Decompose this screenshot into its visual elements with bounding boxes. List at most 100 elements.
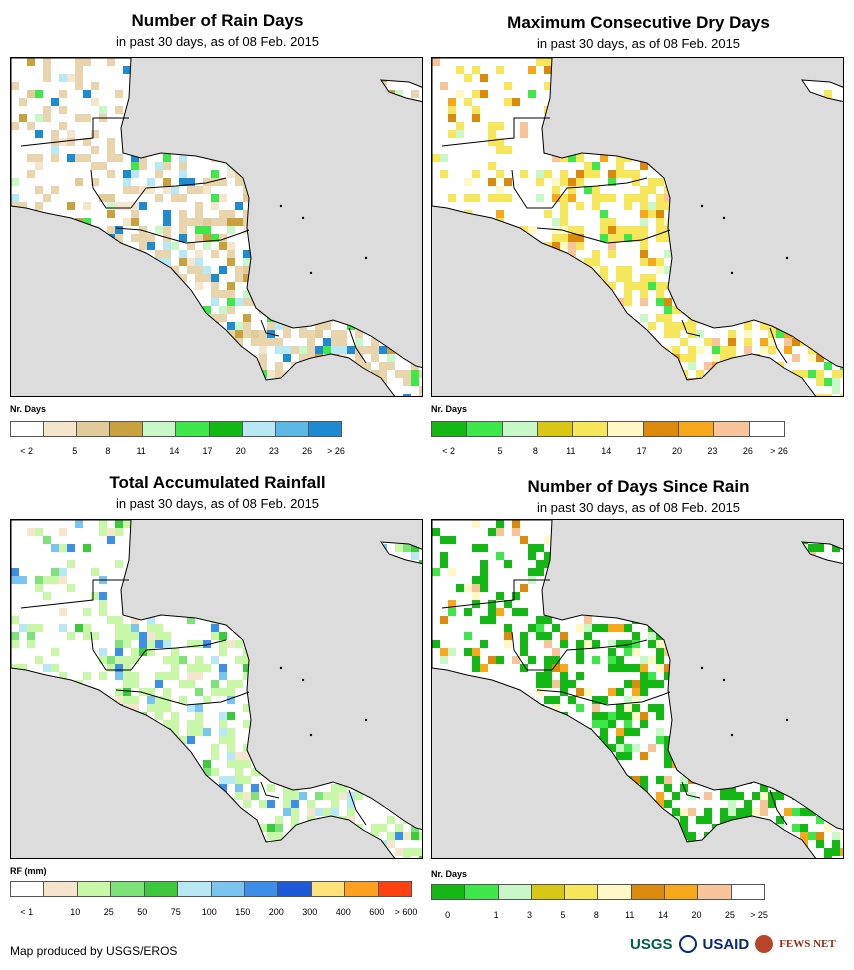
legend-tick-label: 14 [169,446,180,456]
panel-total-rainfall: Total Accumulated Rainfall in past 30 da… [0,465,427,930]
country-border [551,639,648,671]
island [309,271,313,275]
map-canvas [11,58,422,396]
legend-tick-label: 14 [601,446,612,456]
map-credit: Map produced by USGS/EROS [10,944,178,958]
country-border [185,229,250,244]
island [364,256,368,260]
country-border [115,689,187,706]
legend-tick-label: 8 [105,446,111,456]
country-border [551,177,648,209]
country-border [20,579,129,609]
country-border [348,327,367,364]
legend-tick-label: 20 [235,446,246,456]
legend-swatch [44,882,78,896]
map-rain-days [10,57,423,397]
legend-swatch [502,422,538,436]
legend-ticks: < 2 5 8 11 14 17 20 23 26 > 26 [10,446,345,458]
legend-swatch [11,422,45,436]
country-border [769,789,788,826]
logo-strip: USGS USAID FEWS NET [630,931,845,957]
country-border [441,117,550,147]
legend-tick-label: 5 [560,910,566,920]
island [785,718,789,722]
legend-swatch [631,885,666,899]
legend-tick-label: 8 [532,446,538,456]
legend-swatch [714,422,750,436]
coastline [11,520,422,858]
legend-swatch [308,422,341,436]
country-border [90,169,131,209]
legend-swatch [110,422,144,436]
usaid-logo: USAID [702,935,750,953]
panel-subtitle: in past 30 days, as of 08 Feb. 2015 [536,500,741,515]
legend-swatch [598,885,632,899]
legend-tick-label: 17 [636,446,647,456]
legend-tick-label: > 25 [750,910,768,920]
country-border [606,691,671,706]
panel-title: Number of Rain Days [131,11,304,30]
legend-unit: RF (mm) [10,866,47,876]
country-border [90,631,131,671]
map-total-rainfall [10,519,423,859]
legend-bar [10,421,342,437]
legend-swatch [178,882,212,896]
legend-tick-label: 150 [235,907,251,917]
legend-swatch [77,422,111,436]
legend-tick-label: 1 [493,910,499,920]
legend-tick-label: 75 [170,907,181,917]
coastline [11,58,422,396]
country-border [441,579,550,609]
legend-swatch [311,882,346,896]
country-border [511,631,552,671]
legend-swatch [679,422,715,436]
country-border [348,789,367,826]
legend-tick-label: 17 [202,446,213,456]
legend-swatch [209,422,243,436]
legend-tick-label: 23 [268,446,279,456]
legend-unit: Nr. Days [431,869,468,879]
map-days-since-rain [431,519,844,859]
legend-tick-label: 11 [625,910,635,920]
island [700,204,704,208]
legend-swatch [665,885,699,899]
legend-swatch [275,422,309,436]
legend-swatch [77,882,112,896]
legend-tick-label: < 2 [20,446,33,456]
panel-rain-days: Number of Rain Days in past 30 days, as … [0,0,427,465]
island [279,666,283,670]
legend-tick-label: 20 [672,446,683,456]
country-border [769,327,788,364]
panel-subtitle: in past 30 days, as of 08 Feb. 2015 [536,36,741,51]
coastline [380,79,422,103]
coastline [801,541,843,565]
legend-tick-label: 11 [566,446,576,456]
usaid-seal-icon [678,935,697,953]
legend-tick-label: 0 [445,910,451,920]
map-canvas [432,58,843,396]
island [279,204,283,208]
legend-tick-label: 300 [302,907,318,917]
legend-swatch [44,422,78,436]
panel-title: Maximum Consecutive Dry Days [507,13,770,32]
coastline [380,541,422,565]
coastline [432,520,843,858]
country-border [130,639,227,671]
country-border [681,319,701,337]
legend-ticks: < 1 10 25 50 75 100 150 200 300 400 600 > 600 [10,907,417,919]
country-border [185,691,250,706]
legend-swatch [731,885,764,899]
panel-days-since-rain: Number of Days Since Rain in past 30 day… [427,465,854,930]
island [730,733,734,737]
legend-swatch [176,422,210,436]
legend-tick-label: 26 [302,446,313,456]
legend-tick-label: 8 [593,910,599,920]
island [364,718,368,722]
legend-swatch [378,882,412,896]
legend-swatch [749,422,784,436]
legend-swatch [345,882,379,896]
country-border [606,229,671,244]
legend-tick-label: 23 [707,446,718,456]
landmass [802,80,843,102]
legend-tick-label: 400 [335,907,351,917]
